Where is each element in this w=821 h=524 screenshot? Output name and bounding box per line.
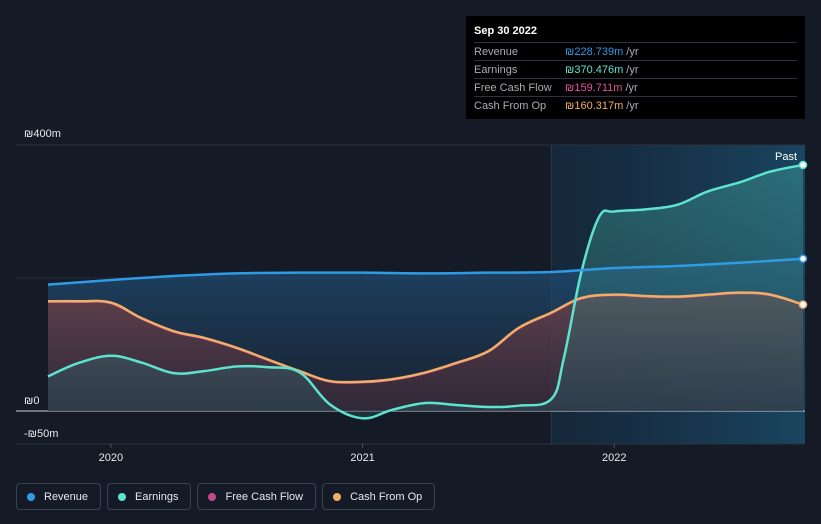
tooltip-row-cash-from-op: Cash From Op ₪160.317m /yr <box>474 96 797 114</box>
legend-item-revenue[interactable]: Revenue <box>16 483 102 510</box>
legend-item-cash-from-op[interactable]: Cash From Op <box>322 483 436 510</box>
legend-label: Earnings <box>135 490 179 503</box>
legend-item-free-cash-flow[interactable]: Free Cash Flow <box>197 483 317 510</box>
revenue-dot-icon <box>27 492 35 501</box>
legend-label: Free Cash Flow <box>225 490 304 503</box>
tooltip-row-revenue: Revenue ₪228.739m /yr <box>474 42 797 60</box>
tooltip-value: ₪159.711m <box>565 81 623 94</box>
tooltip-row-earnings: Earnings ₪370.476m /yr <box>474 60 797 78</box>
tooltip-row-free-cash-flow: Free Cash Flow ₪159.711m /yr <box>474 78 797 96</box>
chart-area: ₪400m ₪0 -₪50m 2020 2021 2022 Past <box>16 128 808 464</box>
y-tick-label: -₪50m <box>24 428 58 440</box>
tooltip-unit: /yr <box>626 45 639 58</box>
revenue-line <box>47 257 804 286</box>
cash-from-op-dot-icon <box>333 492 342 501</box>
earnings-end-point <box>798 160 808 170</box>
earnings-dot-icon <box>118 492 127 501</box>
legend-label: Revenue <box>44 490 89 503</box>
tooltip-value: ₪370.476m <box>565 63 624 76</box>
chart-legend: Revenue Earnings Free Cash Flow Cash Fro… <box>16 483 436 512</box>
revenue-end-point <box>798 254 808 263</box>
past-label: Past <box>775 151 797 163</box>
earnings-line <box>47 163 804 420</box>
tooltip-value: ₪228.739m <box>565 45 624 58</box>
tooltip-panel: Sep 30 2022 Revenue ₪228.739m /yr Earnin… <box>466 16 805 119</box>
tooltip-unit: /yr <box>626 99 639 112</box>
tooltip-date: Sep 30 2022 <box>474 25 537 37</box>
cash-from-op-end-point <box>798 300 808 309</box>
x-tick-label: 2022 <box>602 452 626 464</box>
y-tick-label: ₪400m <box>24 128 61 140</box>
legend-item-earnings[interactable]: Earnings <box>107 483 192 510</box>
x-tick-label: 2021 <box>350 452 374 464</box>
tooltip-value: ₪160.317m <box>565 99 624 112</box>
tooltip-unit: /yr <box>626 63 639 76</box>
tooltip-label: Earnings <box>474 63 518 76</box>
tooltip-label: Revenue <box>474 45 519 58</box>
tooltip-label: Cash From Op <box>474 99 547 112</box>
legend-label: Cash From Op <box>350 490 423 503</box>
y-tick-label: ₪0 <box>24 395 39 407</box>
cash-from-op-line <box>47 291 804 384</box>
earnings-area <box>48 164 803 419</box>
x-tick-label: 2020 <box>99 452 123 464</box>
free-cash-flow-dot-icon <box>208 492 217 501</box>
tooltip-label: Free Cash Flow <box>474 81 552 94</box>
tooltip-unit: /yr <box>625 81 638 94</box>
